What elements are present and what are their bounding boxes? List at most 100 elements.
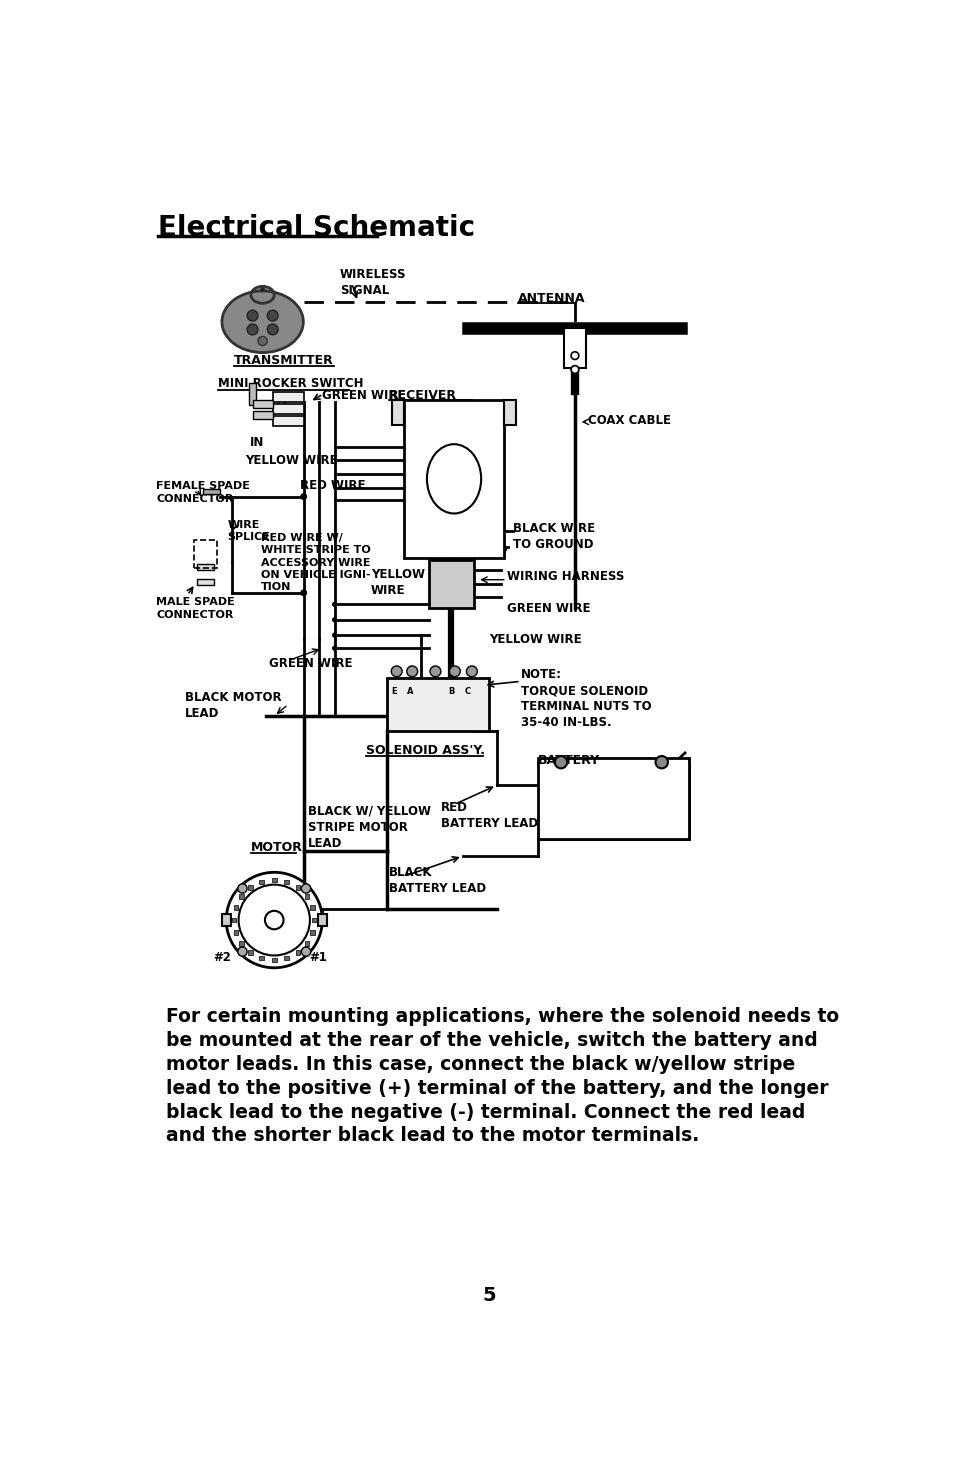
Text: MALE SPADE
CONNECTOR: MALE SPADE CONNECTOR bbox=[156, 597, 235, 619]
Circle shape bbox=[267, 310, 278, 322]
Text: motor leads. In this case, connect the black w/yellow stripe: motor leads. In this case, connect the b… bbox=[166, 1055, 794, 1074]
Text: GREEN WIRE: GREEN WIRE bbox=[322, 389, 405, 401]
Text: For certain mounting applications, where the solenoid needs to: For certain mounting applications, where… bbox=[166, 1007, 838, 1027]
Circle shape bbox=[300, 590, 307, 596]
Text: WIRE
SPLICE: WIRE SPLICE bbox=[228, 519, 271, 541]
Text: black lead to the negative (-) terminal. Connect the red lead: black lead to the negative (-) terminal.… bbox=[166, 1102, 804, 1121]
Text: OUT: OUT bbox=[261, 398, 289, 412]
Text: RED WIRE W/
WHITE STRIPE TO
ACCESSORY WIRE
ON VEHICLE IGNI-
TION: RED WIRE W/ WHITE STRIPE TO ACCESSORY WI… bbox=[261, 532, 371, 593]
Bar bbox=[295, 885, 300, 889]
Bar bbox=[304, 941, 309, 945]
Text: and the shorter black lead to the motor terminals.: and the shorter black lead to the motor … bbox=[166, 1127, 699, 1146]
Text: be mounted at the rear of the vehicle, switch the battery and: be mounted at the rear of the vehicle, s… bbox=[166, 1031, 817, 1050]
Bar bbox=[272, 957, 276, 962]
Circle shape bbox=[655, 757, 667, 768]
Ellipse shape bbox=[222, 291, 303, 353]
Text: BLACK W/ YELLOW
STRIPE MOTOR
LEAD: BLACK W/ YELLOW STRIPE MOTOR LEAD bbox=[308, 804, 431, 850]
Circle shape bbox=[571, 353, 578, 360]
Circle shape bbox=[555, 757, 567, 768]
Text: #2: #2 bbox=[213, 951, 231, 963]
Bar bbox=[312, 917, 316, 922]
Bar bbox=[259, 956, 264, 960]
Text: #1: #1 bbox=[309, 951, 327, 963]
Circle shape bbox=[300, 493, 307, 500]
Text: IN: IN bbox=[249, 437, 264, 450]
Bar bbox=[249, 384, 255, 406]
Circle shape bbox=[267, 324, 278, 335]
Circle shape bbox=[247, 310, 257, 322]
Circle shape bbox=[237, 947, 247, 956]
Text: YELLOW
WIRE: YELLOW WIRE bbox=[371, 568, 425, 597]
Text: WIRING HARNESS: WIRING HARNESS bbox=[506, 569, 623, 583]
Bar bbox=[248, 885, 253, 889]
Bar bbox=[392, 400, 404, 425]
Bar bbox=[503, 400, 516, 425]
Circle shape bbox=[332, 617, 337, 622]
Circle shape bbox=[226, 872, 322, 968]
Text: YELLOW WIRE: YELLOW WIRE bbox=[245, 454, 338, 468]
Bar bbox=[310, 906, 314, 910]
Bar bbox=[537, 758, 688, 839]
Text: BLACK
BATTERY LEAD: BLACK BATTERY LEAD bbox=[389, 866, 486, 895]
Bar bbox=[310, 931, 314, 935]
Text: BLACK WIRE
TO GROUND: BLACK WIRE TO GROUND bbox=[513, 522, 595, 552]
Bar bbox=[248, 950, 253, 954]
Bar bbox=[429, 560, 474, 608]
Bar bbox=[259, 879, 264, 885]
Text: RECEIVER: RECEIVER bbox=[389, 389, 456, 401]
Bar bbox=[386, 677, 488, 732]
Bar bbox=[221, 914, 231, 926]
Circle shape bbox=[571, 366, 578, 373]
Text: FEMALE SPADE
CONNECTOR: FEMALE SPADE CONNECTOR bbox=[156, 481, 250, 503]
Bar bbox=[295, 950, 300, 954]
Text: WIRELESS
SIGNAL: WIRELESS SIGNAL bbox=[340, 268, 406, 296]
Text: NOTE:
TORQUE SOLENOID
TERMINAL NUTS TO
35-40 IN-LBS.: NOTE: TORQUE SOLENOID TERMINAL NUTS TO 3… bbox=[520, 668, 651, 729]
Text: E: E bbox=[391, 687, 396, 696]
Circle shape bbox=[406, 665, 417, 677]
Circle shape bbox=[391, 665, 402, 677]
Bar bbox=[284, 879, 289, 885]
Circle shape bbox=[247, 324, 257, 335]
Bar bbox=[232, 917, 236, 922]
Circle shape bbox=[332, 633, 337, 637]
Text: B: B bbox=[447, 687, 454, 696]
Circle shape bbox=[301, 947, 311, 956]
Text: YELLOW WIRE: YELLOW WIRE bbox=[488, 633, 581, 646]
Text: GREEN WIRE: GREEN WIRE bbox=[506, 602, 590, 615]
Circle shape bbox=[449, 665, 459, 677]
Text: ANTENNA: ANTENNA bbox=[517, 292, 584, 305]
Circle shape bbox=[332, 646, 337, 650]
Bar bbox=[317, 914, 327, 926]
Bar bbox=[196, 563, 213, 569]
Circle shape bbox=[301, 884, 311, 892]
Ellipse shape bbox=[251, 286, 274, 304]
Text: MOTOR: MOTOR bbox=[251, 841, 302, 854]
Text: BLACK MOTOR
LEAD: BLACK MOTOR LEAD bbox=[185, 692, 281, 720]
Bar bbox=[253, 400, 273, 409]
Circle shape bbox=[466, 665, 476, 677]
Text: SOLENOID ASS'Y.: SOLENOID ASS'Y. bbox=[365, 745, 484, 758]
Text: Electrical Schematic: Electrical Schematic bbox=[158, 214, 475, 242]
Text: 5: 5 bbox=[481, 1286, 496, 1305]
Text: COAX CABLE: COAX CABLE bbox=[587, 414, 670, 428]
Text: MINI ROCKER SWITCH: MINI ROCKER SWITCH bbox=[218, 378, 363, 391]
Bar bbox=[273, 404, 303, 414]
Bar bbox=[284, 956, 289, 960]
Text: lead to the positive (+) terminal of the battery, and the longer: lead to the positive (+) terminal of the… bbox=[166, 1078, 827, 1097]
Bar bbox=[304, 894, 309, 898]
Circle shape bbox=[430, 665, 440, 677]
Text: TRANSMITTER: TRANSMITTER bbox=[233, 354, 334, 367]
Circle shape bbox=[332, 602, 337, 608]
Circle shape bbox=[237, 884, 247, 892]
Bar bbox=[273, 416, 303, 426]
Bar bbox=[273, 392, 303, 401]
Circle shape bbox=[257, 336, 267, 345]
Bar bbox=[233, 931, 238, 935]
Text: C: C bbox=[464, 687, 471, 696]
Bar bbox=[239, 941, 244, 945]
Text: GREEN WIRE: GREEN WIRE bbox=[269, 656, 352, 670]
Bar bbox=[239, 894, 244, 898]
Bar bbox=[272, 878, 276, 882]
Text: RED
BATTERY LEAD: RED BATTERY LEAD bbox=[440, 801, 537, 830]
Bar bbox=[253, 412, 273, 419]
